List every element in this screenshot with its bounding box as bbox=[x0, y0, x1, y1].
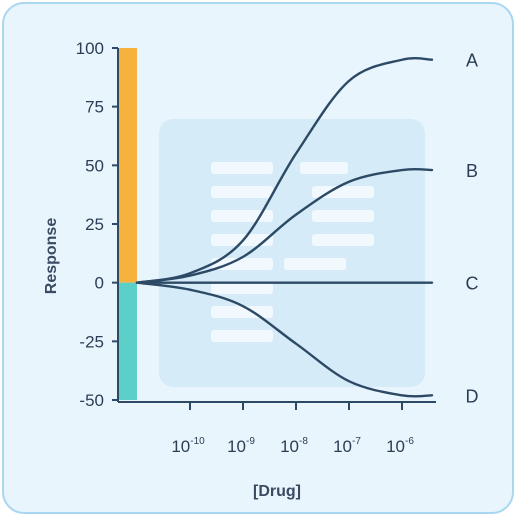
x-tick-label: 10-10 bbox=[171, 436, 205, 456]
y-tick-label: -25 bbox=[79, 332, 104, 351]
x-tick-label: 10-7 bbox=[333, 436, 361, 456]
chart-svg: 100 75 50 25 0 -25 -50 10-10 10-9 10-8 10-7 10-6 [D… bbox=[43, 39, 479, 500]
curve-label-b: B bbox=[466, 161, 478, 181]
y-tick-label: -50 bbox=[79, 391, 104, 410]
curve-label-a: A bbox=[466, 51, 478, 71]
x-tick-label: 10-8 bbox=[280, 436, 308, 456]
curve-a bbox=[135, 56, 434, 284]
y-tick-label: 0 bbox=[95, 274, 104, 293]
y-tick-label: 75 bbox=[85, 98, 104, 117]
y-tick-label: 25 bbox=[85, 215, 104, 234]
negative-response-bar bbox=[119, 282, 137, 400]
y-axis-title: Response bbox=[43, 218, 60, 295]
curve-d bbox=[135, 281, 434, 398]
curve-b bbox=[135, 167, 434, 284]
y-tick-label: 50 bbox=[85, 156, 104, 175]
y-tick-label: 100 bbox=[76, 39, 104, 58]
x-tick-label: 10-9 bbox=[227, 436, 255, 456]
curve-label-d: D bbox=[466, 386, 479, 406]
background-document-illustration bbox=[159, 119, 425, 387]
x-axis-title: [Drug] bbox=[253, 483, 301, 500]
x-tick-label: 10-6 bbox=[386, 436, 414, 456]
curve-label-c: C bbox=[466, 274, 479, 294]
chart-card: 100 75 50 25 0 -25 -50 10-10 10-9 10-8 10-7 10-6 [D… bbox=[2, 2, 514, 514]
positive-response-bar bbox=[119, 48, 137, 283]
